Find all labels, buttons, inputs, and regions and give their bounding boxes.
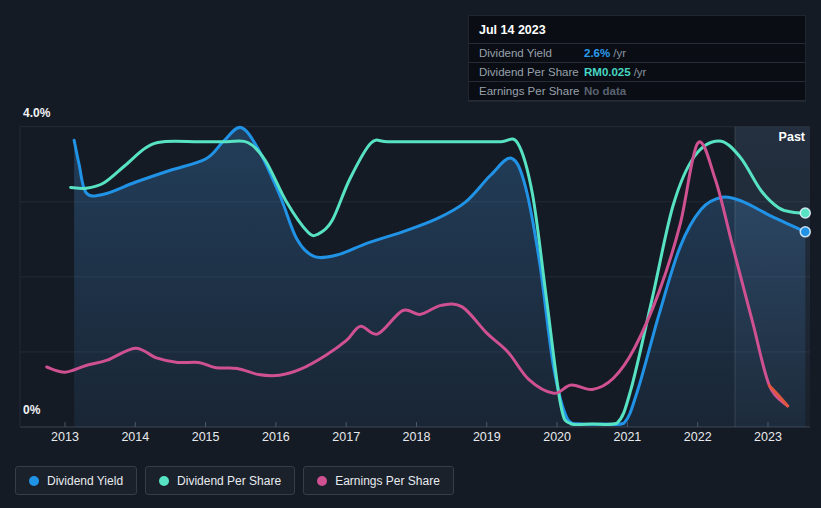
x-axis-label: 2016 [251,430,301,444]
y-axis-label-min: 0% [23,403,40,417]
dividend-yield-dot-icon [29,476,39,486]
dividend-history-chart-panel: 4.0% 0% 2013 2014 2015 2016 2017 2018 20… [0,0,821,508]
tooltip-date: Jul 14 2023 [469,16,805,44]
y-axis-label-max: 4.0% [23,106,50,120]
tooltip-row-dividend-per-share: Dividend Per Share RM0.025/yr [469,63,805,82]
x-axis-label: 2023 [743,430,793,444]
x-axis-label: 2017 [321,430,371,444]
tooltip-label: Earnings Per Share [469,85,584,97]
legend-item-dividend-per-share[interactable]: Dividend Per Share [145,466,295,495]
legend-item-earnings-per-share[interactable]: Earnings Per Share [303,466,454,495]
tooltip-value: RM0.025/yr [584,66,646,78]
x-axis-label: 2013 [40,430,90,444]
tooltip-row-earnings-per-share: Earnings Per Share No data [469,82,805,101]
earnings-per-share-dot-icon [317,476,327,486]
tooltip-value: 2.6%/yr [584,47,626,59]
past-label: Past [757,130,805,144]
x-axis-label: 2022 [673,430,723,444]
tooltip-value: No data [584,85,629,97]
x-axis-label: 2015 [181,430,231,444]
tooltip-label: Dividend Per Share [469,66,584,78]
tooltip-row-dividend-yield: Dividend Yield 2.6%/yr [469,44,805,63]
x-axis-label: 2018 [392,430,442,444]
dividend-per-share-dot-icon [159,476,169,486]
x-axis-label: 2014 [110,430,160,444]
x-axis-label: 2021 [602,430,652,444]
tooltip-label: Dividend Yield [469,47,584,59]
chart-legend: Dividend Yield Dividend Per Share Earnin… [15,466,454,495]
legend-item-dividend-yield[interactable]: Dividend Yield [15,466,137,495]
x-axis-label: 2019 [462,430,512,444]
x-axis-label: 2020 [532,430,582,444]
hover-tooltip: Jul 14 2023 Dividend Yield 2.6%/yr Divid… [468,15,806,102]
